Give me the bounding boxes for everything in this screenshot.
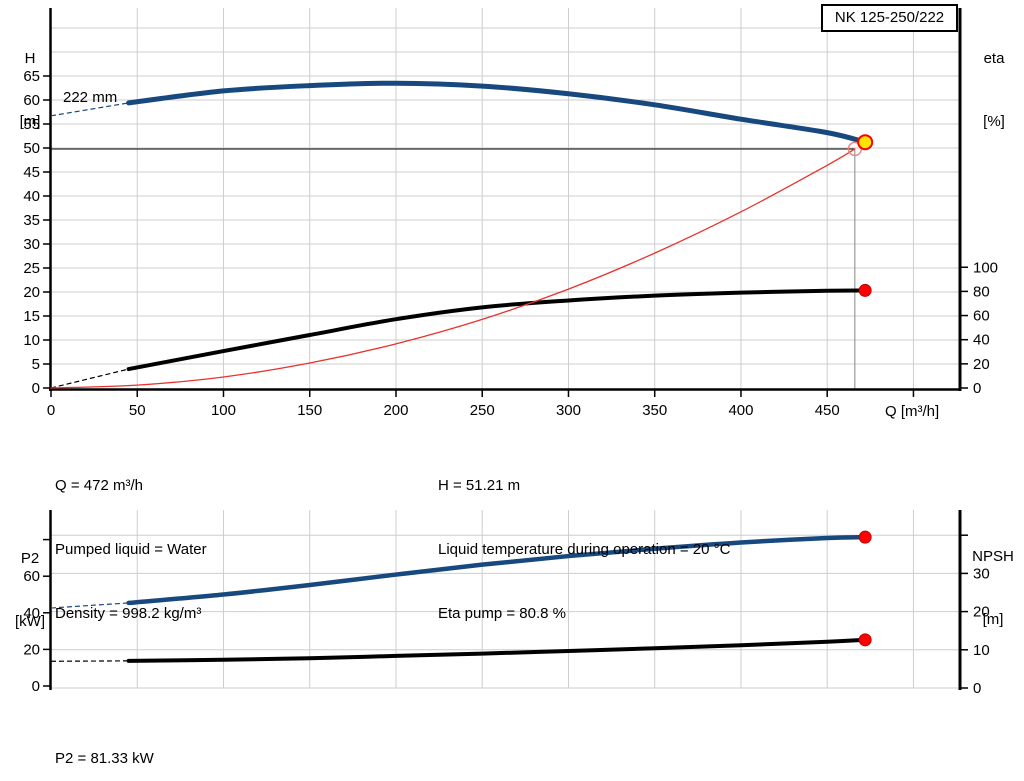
left-axis-tick-label: 40: [23, 605, 40, 622]
h-axis-title: H [m]: [8, 6, 52, 174]
pump-type-title-box: NK 125-250/222: [821, 4, 958, 32]
info-p2-value: P2 = 81.33 kW: [55, 750, 154, 767]
left-axis-tick-label: 15: [23, 308, 40, 325]
info-pumped-liquid: Pumped liquid = Water: [55, 541, 207, 558]
info-q-value: Q = 472 m³/h: [55, 477, 143, 494]
npsh-axis-title: NPSH [m]: [964, 504, 1022, 672]
x-axis-tick-label: 100: [211, 402, 236, 419]
efficiency-curve: [126, 288, 868, 372]
left-axis-tick-label: 65: [23, 68, 40, 85]
npsh-axis-title-line1: NPSH: [972, 548, 1014, 565]
h-axis-title-line2: [m]: [19, 113, 41, 130]
x-axis-tick-label: 400: [728, 402, 753, 419]
x-axis-tick-label: 350: [642, 402, 667, 419]
x-axis-tick-label: 250: [470, 402, 495, 419]
left-axis-tick-label: 0: [32, 678, 40, 695]
left-axis-tick-label: 50: [23, 140, 40, 157]
p2-curve-lead-dash: [50, 602, 129, 609]
duty-point-head: [857, 134, 874, 151]
x-axis-tick-label: 150: [297, 402, 322, 419]
p2-axis-title-line2: [kW]: [15, 613, 45, 630]
right-axis-tick-label: 30: [973, 565, 990, 582]
head-curve: [126, 80, 868, 145]
h-axis-title-line1: H: [24, 50, 36, 67]
p2-axis-title: P2 [kW]: [8, 506, 52, 674]
npsh-curve: [126, 637, 868, 663]
info-eta-pump: Eta pump = 80.8 %: [438, 605, 566, 622]
duty-point-npsh: [858, 633, 872, 647]
left-axis-tick-label: 20: [23, 284, 40, 301]
eta-axis-title-line1: eta: [983, 50, 1005, 67]
right-axis-tick-label: 10: [973, 642, 990, 659]
right-axis-tick-label: 100: [973, 259, 998, 276]
left-axis-tick-label: 40: [23, 188, 40, 205]
npsh-axis-title-line2: [m]: [982, 611, 1004, 628]
system-curve: [50, 148, 856, 389]
left-axis-tick-label: 20: [23, 641, 40, 658]
right-axis-tick-label: 20: [973, 356, 990, 373]
p2-axis-title-line1: P2: [20, 550, 40, 567]
x-axis-tick-label: 200: [383, 402, 408, 419]
efficiency-curve-lead-dash: [50, 368, 129, 389]
eta-axis-title: eta [%]: [970, 6, 1018, 174]
left-axis-tick-label: 0: [32, 380, 40, 397]
x-axis-tick-label: 450: [815, 402, 840, 419]
x-axis-tick-label: 300: [556, 402, 581, 419]
left-axis-tick-label: 30: [23, 236, 40, 253]
head-curve-lead-dash: [50, 102, 129, 117]
duty-point-eta: [858, 283, 872, 297]
impeller-diameter-label: 222 mm: [63, 89, 118, 106]
right-axis-tick-label: 60: [973, 308, 990, 325]
left-axis-tick-label: 5: [32, 356, 40, 373]
left-axis-tick-label: 10: [23, 332, 40, 349]
right-axis-tick-label: 0: [973, 380, 981, 397]
qh-efficiency-chart: 0 5 10 15 20 25 30 35 40 45 50 55 60 65 0 20 40 60 80 100 0 5…: [23, 8, 998, 419]
right-axis-tick-label: 0: [973, 680, 981, 697]
left-axis-tick-label: 25: [23, 260, 40, 277]
info-liquid-temperature: Liquid temperature during operation = 20…: [438, 541, 731, 558]
power-info-block: P2 = 81.33 kW NPSH = 12.61 m Max power P…: [55, 706, 397, 781]
left-axis-tick-label: 60: [23, 568, 40, 585]
right-axis-tick-label: 40: [973, 332, 990, 349]
duty-info-right-column: H = 51.21 m Liquid temperature during op…: [438, 433, 730, 667]
left-axis-tick-label: 45: [23, 164, 40, 181]
left-axis-tick-label: 60: [23, 92, 40, 109]
right-axis-tick-label: 20: [973, 604, 990, 621]
x-axis-tick-label: 50: [129, 402, 146, 419]
duty-point-p2: [858, 530, 872, 544]
p2-npsh-chart: 0 20 40 60 0 10 20 30: [23, 510, 990, 697]
right-axis-tick-label: 80: [973, 283, 990, 300]
info-density: Density = 998.2 kg/m³: [55, 605, 202, 622]
x-axis-tick-label: 0: [47, 402, 55, 419]
left-axis-tick-label: 55: [23, 116, 40, 133]
info-h-value: H = 51.21 m: [438, 477, 521, 494]
duty-info-left-column: Q = 472 m³/h Pumped liquid = Water Densi…: [55, 433, 207, 667]
left-axis-tick-label: 35: [23, 212, 40, 229]
q-axis-title: Q [m³/h]: [885, 403, 940, 420]
eta-axis-title-line2: [%]: [983, 113, 1005, 130]
p2-curve: [126, 534, 868, 606]
